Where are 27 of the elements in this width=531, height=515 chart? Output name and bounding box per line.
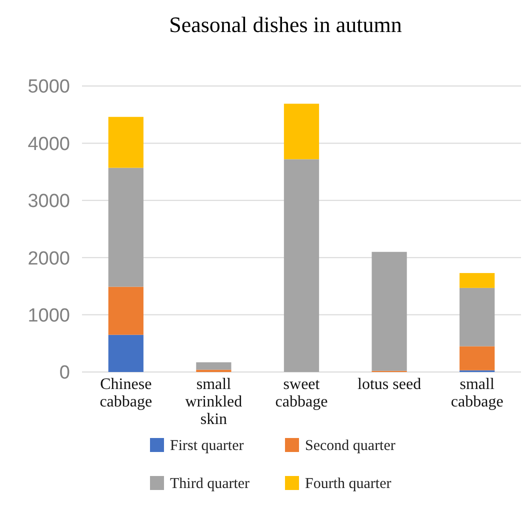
bar: [460, 288, 495, 346]
bar: [196, 362, 232, 370]
x-tick-label: sweet cabbage: [275, 376, 328, 411]
bar: [284, 104, 320, 160]
y-tick-label: 5000: [28, 76, 70, 98]
y-tick-label: 3000: [28, 191, 70, 212]
bar: [108, 168, 144, 287]
bar: [460, 346, 495, 370]
legend-label: First quarter: [170, 438, 244, 454]
y-tick-label: 0: [59, 362, 70, 384]
legend-label: Fourth quarter: [305, 476, 392, 492]
bar: [108, 116, 144, 168]
chart-title: Seasonal dishes in autumn: [169, 12, 402, 37]
bar: [108, 286, 144, 335]
y-tick-label: 2000: [28, 248, 70, 270]
legend-label: Third quarter: [170, 476, 250, 492]
y-tick-label: 1000: [28, 305, 70, 326]
x-tick-label: lotus seed: [358, 376, 422, 393]
bar: [284, 159, 320, 372]
legend-label: Second quarter: [305, 438, 396, 454]
y-tick-label: 4000: [28, 134, 70, 155]
bar: [108, 334, 144, 372]
bar: [460, 273, 495, 288]
x-tick-label: small cabbage: [450, 376, 504, 411]
x-tick-label: Chinese cabbage: [100, 376, 152, 411]
x-tick-label: small wrinkled skin: [185, 376, 242, 428]
bar: [372, 252, 407, 371]
